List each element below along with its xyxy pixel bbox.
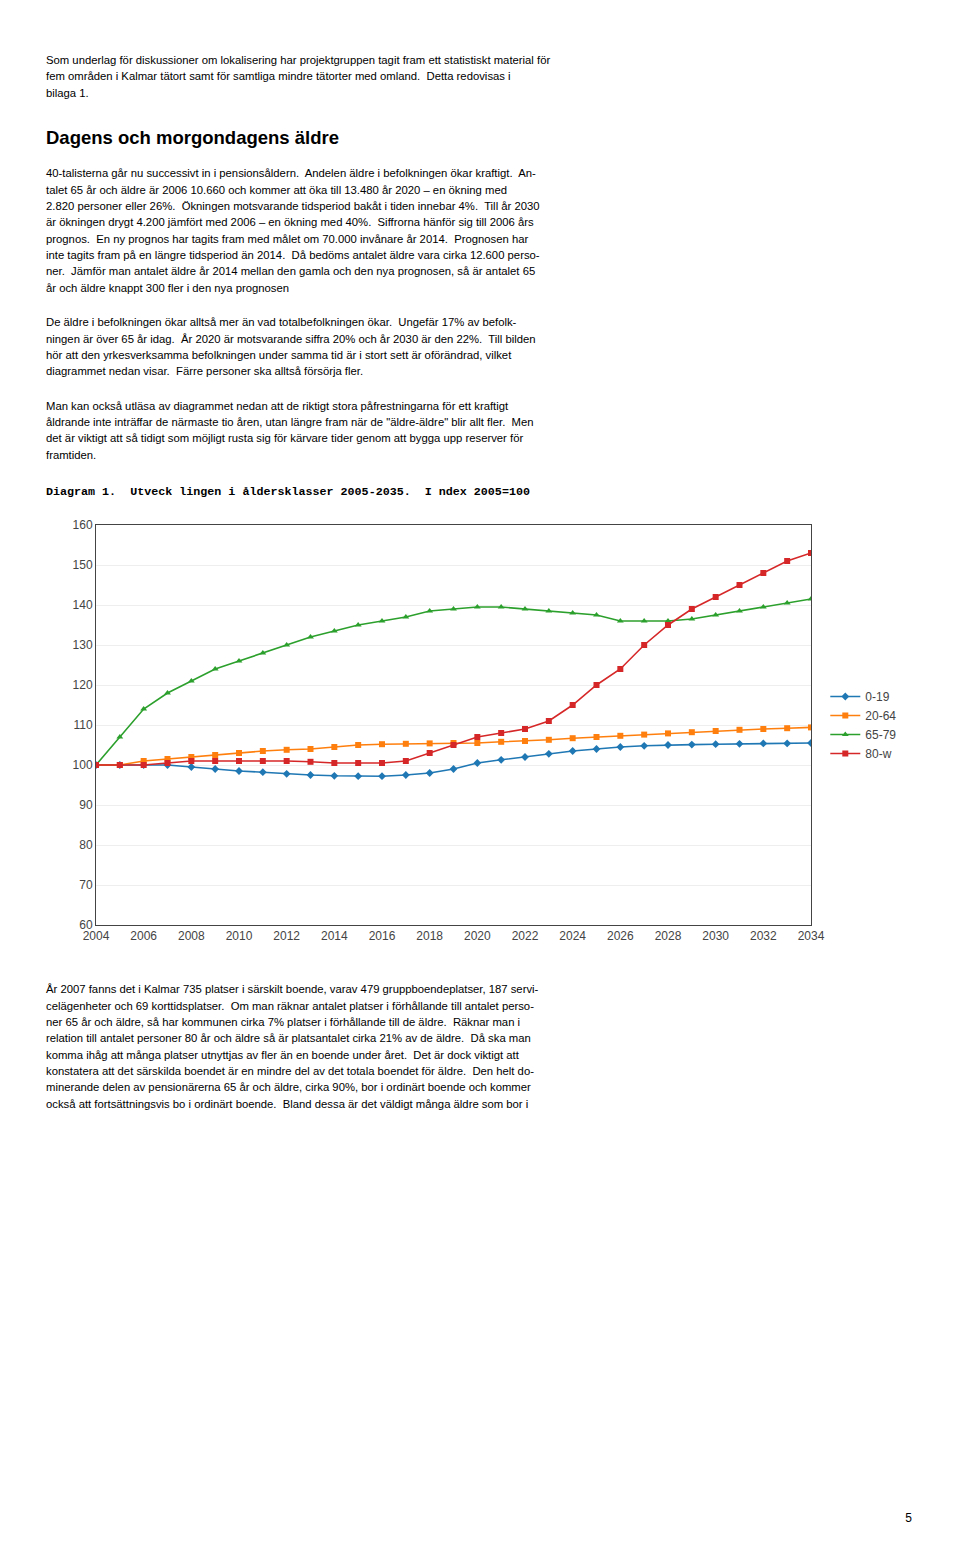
svg-text:2008: 2008: [178, 930, 205, 944]
svg-text:2032: 2032: [750, 930, 777, 944]
svg-text:2022: 2022: [512, 930, 539, 944]
svg-text:60: 60: [79, 918, 93, 932]
html-text:Dagens och morgondagens äldre: Dagens och morgondagens äldre: [46, 127, 339, 149]
svg-text:65-79: 65-79: [865, 728, 896, 742]
svg-text:2020: 2020: [464, 930, 491, 944]
svg-text:70: 70: [79, 878, 93, 892]
html-text:Diagram 1. Utveck lingen i åld: Diagram 1. Utveck lingen i åldersklasser…: [46, 485, 530, 500]
svg-text:2010: 2010: [226, 930, 253, 944]
svg-text:160: 160: [73, 518, 93, 532]
svg-text:2024: 2024: [559, 930, 586, 944]
html-text:40-talisterna går nu successiv: 40-talisterna går nu successivt in i pen…: [46, 167, 540, 294]
svg-text:2026: 2026: [607, 930, 634, 944]
html-text:Som underlag för diskussioner: Som underlag för diskussioner om lokalis…: [46, 54, 551, 99]
svg-text:80-w: 80-w: [865, 747, 891, 761]
html-text:Man kan också utläsa av diagra: Man kan också utläsa av diagrammet nedan…: [46, 399, 534, 461]
html-text:De äldre i befolkningen ökar a: De äldre i befolkningen ökar alltså mer …: [46, 316, 536, 378]
svg-text:150: 150: [73, 558, 93, 572]
svg-text:2034: 2034: [798, 930, 825, 944]
svg-text:2018: 2018: [416, 930, 443, 944]
svg-text:2030: 2030: [702, 930, 729, 944]
html-text:5: 5: [905, 1511, 912, 1525]
html-text:År 2007 fanns det i Kalmar 735: År 2007 fanns det i Kalmar 735 platser i…: [46, 983, 539, 1110]
svg-text:130: 130: [73, 638, 93, 652]
svg-text:20-64: 20-64: [865, 709, 896, 723]
svg-text:2012: 2012: [273, 930, 300, 944]
svg-text:80: 80: [79, 838, 93, 852]
svg-text:100: 100: [73, 758, 93, 772]
svg-text:110: 110: [73, 718, 92, 732]
svg-text:2014: 2014: [321, 930, 348, 944]
svg-text:120: 120: [73, 678, 93, 692]
svg-text:2016: 2016: [369, 930, 396, 944]
svg-text:2028: 2028: [655, 930, 682, 944]
svg-text:2006: 2006: [130, 930, 157, 944]
svg-text:90: 90: [79, 798, 93, 812]
svg-text:2004: 2004: [83, 930, 110, 944]
svg-text:140: 140: [73, 598, 93, 612]
svg-text:0-19: 0-19: [865, 690, 889, 704]
